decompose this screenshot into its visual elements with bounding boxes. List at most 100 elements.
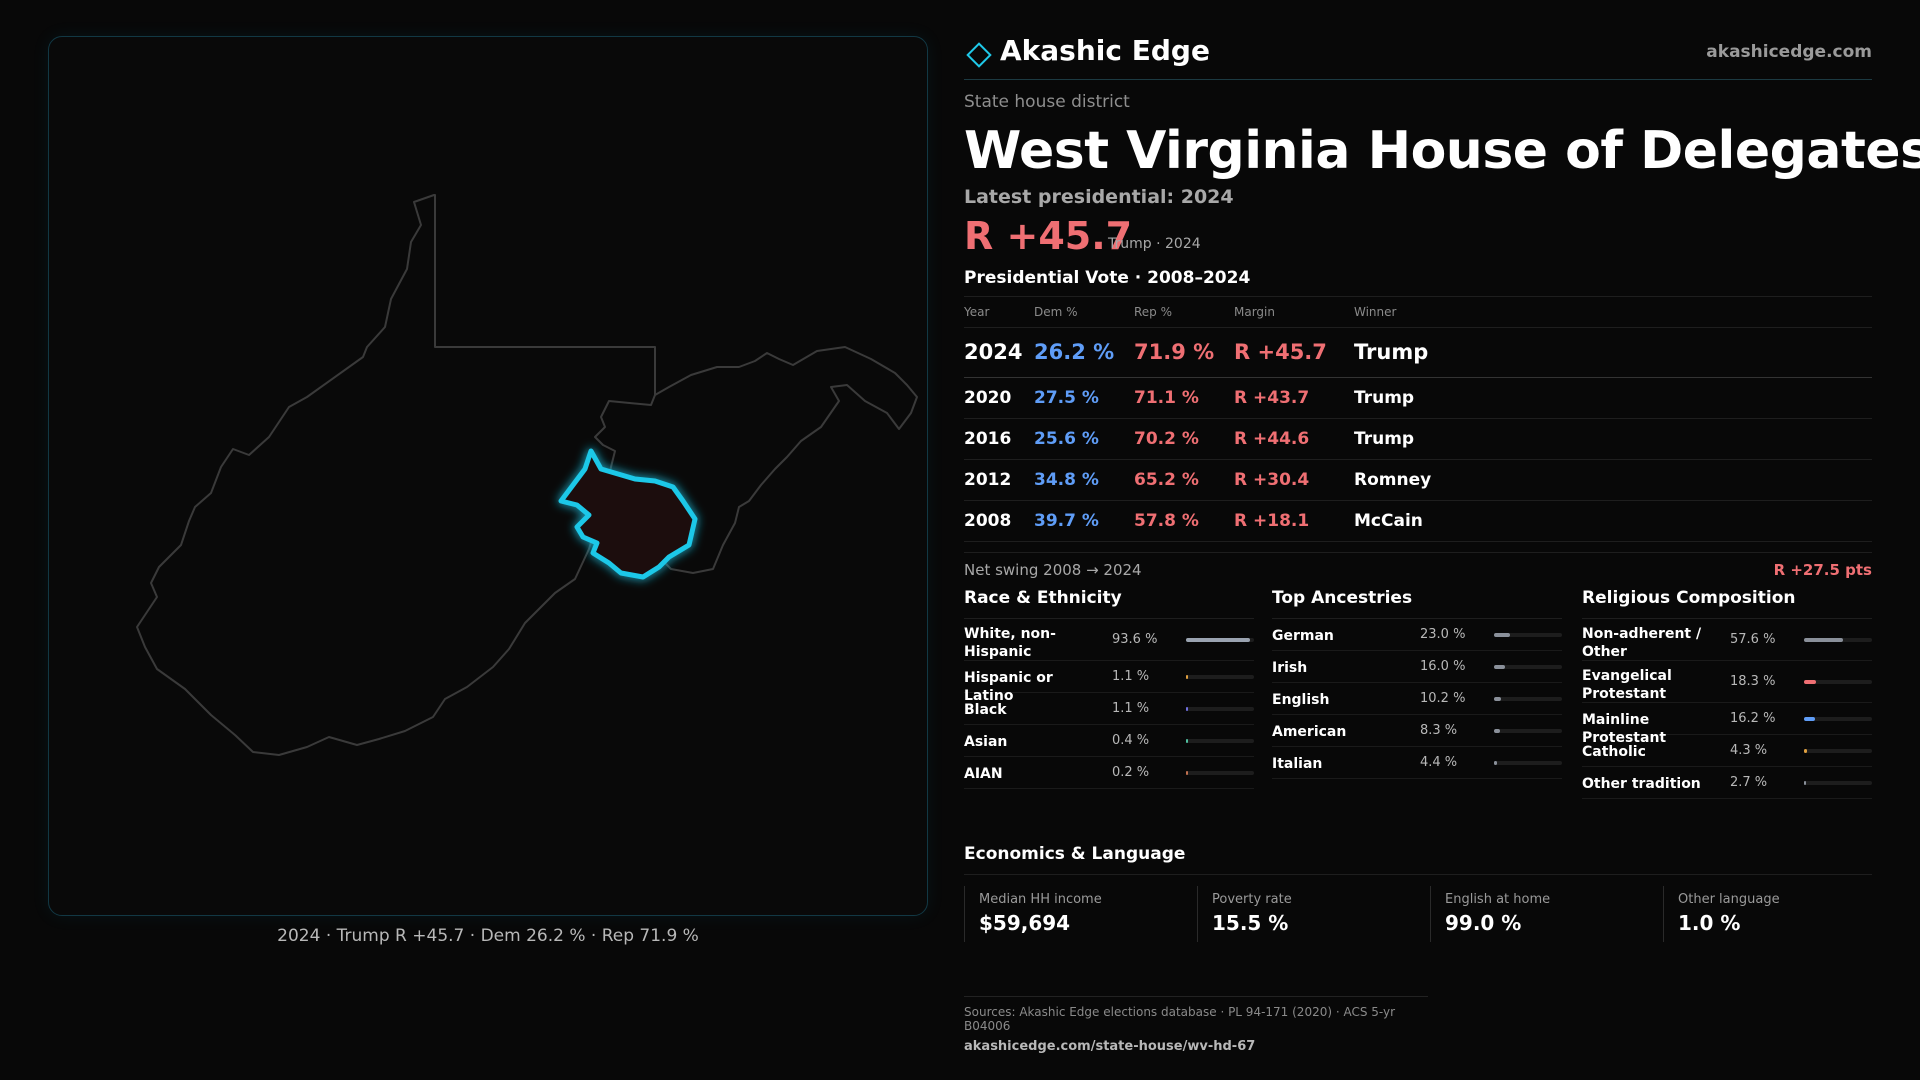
row-rep: 71.9 % bbox=[1134, 327, 1234, 378]
item-bar-track bbox=[1186, 674, 1254, 679]
row-rep: 57.8 % bbox=[1134, 500, 1234, 542]
list-item: Non-adherent / Other 57.6 % bbox=[1582, 619, 1872, 661]
item-label: Italian bbox=[1272, 755, 1323, 772]
source-url-link[interactable]: akashicedge.com/state-house/wv-hd-67 bbox=[964, 1039, 1256, 1054]
item-label: American bbox=[1272, 723, 1347, 740]
econ-value: 1.0 % bbox=[1678, 911, 1741, 935]
econ-value: $59,694 bbox=[979, 911, 1071, 935]
row-winner: McCain bbox=[1354, 500, 1872, 542]
item-bar-track bbox=[1186, 706, 1254, 711]
item-value: 1.1 % bbox=[1112, 700, 1150, 716]
item-label: Other tradition bbox=[1582, 775, 1701, 792]
race-list: White, non-Hispanic 93.6 % Hispanic or Lat… bbox=[964, 619, 1254, 789]
religion-column: Religious Composition Non-adherent / Oth… bbox=[1582, 588, 1872, 799]
page-title: West Virginia House of Delegates Distric… bbox=[964, 121, 1920, 181]
econ-label: Poverty rate bbox=[1212, 892, 1292, 907]
item-bar-fill bbox=[1494, 728, 1500, 733]
item-bar-fill bbox=[1186, 706, 1188, 711]
item-label: Mainline Protestant bbox=[1582, 711, 1667, 746]
item-bar-fill bbox=[1804, 748, 1807, 753]
net-swing-label: Net swing 2008 → 2024 bbox=[964, 560, 1142, 579]
item-bar-track bbox=[1804, 679, 1872, 684]
table-row: 2020 27.5 % 71.1 % R +43.7 Trump bbox=[964, 377, 1872, 419]
net-swing-row: Net swing 2008 → 2024 R +27.5 pts bbox=[964, 551, 1872, 579]
list-item: Mainline Protestant 16.2 % bbox=[1582, 703, 1872, 746]
item-bar-track bbox=[1494, 728, 1562, 733]
item-value: 23.0 % bbox=[1420, 626, 1466, 642]
item-bar-fill bbox=[1186, 637, 1250, 642]
item-value: 8.3 % bbox=[1420, 722, 1458, 738]
item-bar-track bbox=[1804, 748, 1872, 753]
row-year: 2008 bbox=[964, 500, 1034, 542]
row-margin: R +45.7 bbox=[1234, 327, 1354, 378]
district-type: State house district bbox=[964, 92, 1130, 112]
diamond-logo-icon bbox=[966, 42, 992, 68]
table-row: 2016 25.6 % 70.2 % R +44.6 Trump bbox=[964, 418, 1872, 460]
row-winner: Trump bbox=[1354, 418, 1872, 460]
latest-presidential-label: Latest presidential: 2024 bbox=[964, 186, 1234, 208]
district-highlight[interactable] bbox=[558, 448, 698, 580]
row-rep: 70.2 % bbox=[1134, 418, 1234, 460]
item-bar-track bbox=[1804, 637, 1872, 642]
list-item: German 23.0 % bbox=[1272, 619, 1562, 651]
brand-header: Akashic Edge akashicedge.com bbox=[964, 30, 1872, 80]
item-bar-fill bbox=[1494, 632, 1510, 637]
list-item: Evangelical Protestant 18.3 % bbox=[1582, 661, 1872, 703]
list-item: Catholic 4.3 % bbox=[1582, 735, 1872, 767]
item-value: 16.0 % bbox=[1420, 658, 1466, 674]
net-swing-value: R +27.5 pts bbox=[1773, 560, 1872, 579]
list-item: Other tradition 2.7 % bbox=[1582, 767, 1872, 799]
ancestry-column: Top Ancestries German 23.0 % Irish 16.0 % En… bbox=[1272, 588, 1562, 779]
item-bar-fill bbox=[1186, 738, 1188, 743]
ancestry-list: German 23.0 % Irish 16.0 % English 10.2 % Amer… bbox=[1272, 619, 1562, 779]
race-ethnicity-column: Race & Ethnicity White, non-Hispanic 93.6… bbox=[964, 588, 1254, 789]
econ-label: Median HH income bbox=[979, 892, 1102, 907]
item-label: Catholic bbox=[1582, 743, 1646, 760]
econ-label: English at home bbox=[1445, 892, 1551, 907]
header-dem: Dem % bbox=[1034, 297, 1134, 328]
item-bar-fill bbox=[1186, 674, 1188, 679]
item-label: German bbox=[1272, 627, 1334, 644]
item-label: Hispanic or Latino bbox=[964, 669, 1053, 704]
row-margin: R +43.7 bbox=[1234, 377, 1354, 419]
item-value: 57.6 % bbox=[1730, 631, 1776, 647]
header-year: Year bbox=[964, 297, 1034, 328]
state-outline-east bbox=[604, 346, 918, 574]
row-dem: 39.7 % bbox=[1034, 500, 1134, 542]
table-row: 2008 39.7 % 57.8 % R +18.1 McCain bbox=[964, 500, 1872, 542]
district-info-panel: Akashic Edge akashicedge.com State house… bbox=[964, 30, 1920, 828]
row-winner: Romney bbox=[1354, 459, 1872, 501]
state-map[interactable] bbox=[49, 37, 929, 917]
item-label: White, non-Hispanic bbox=[964, 625, 1056, 660]
list-item: AIAN 0.2 % bbox=[964, 757, 1254, 789]
brand-url-link[interactable]: akashicedge.com bbox=[1706, 42, 1872, 62]
item-bar-track bbox=[1186, 770, 1254, 775]
row-year: 2020 bbox=[964, 377, 1034, 419]
header-rep: Rep % bbox=[1134, 297, 1234, 328]
row-dem: 26.2 % bbox=[1034, 327, 1134, 378]
row-margin: R +18.1 bbox=[1234, 500, 1354, 542]
item-value: 0.2 % bbox=[1112, 764, 1150, 780]
item-label: Evangelical Protestant bbox=[1582, 667, 1672, 702]
econ-cell-other-language: Other language 1.0 % bbox=[1663, 886, 1883, 942]
vote-section-title: Presidential Vote · 2008–2024 bbox=[964, 268, 1872, 297]
item-bar-track bbox=[1494, 696, 1562, 701]
religion-list: Non-adherent / Other 57.6 % Evangelical Pr… bbox=[1582, 619, 1872, 799]
item-label: Irish bbox=[1272, 659, 1308, 676]
item-bar-fill bbox=[1804, 679, 1817, 684]
item-label: Asian bbox=[964, 733, 1008, 750]
item-bar-track bbox=[1804, 780, 1872, 785]
item-value: 93.6 % bbox=[1112, 631, 1158, 647]
econ-value: 15.5 % bbox=[1212, 911, 1289, 935]
item-label: AIAN bbox=[964, 765, 1003, 782]
econ-cell-english: English at home 99.0 % bbox=[1430, 886, 1650, 942]
item-bar-fill bbox=[1494, 696, 1501, 701]
row-dem: 25.6 % bbox=[1034, 418, 1134, 460]
list-item: Black 1.1 % bbox=[964, 693, 1254, 725]
state-outline bbox=[136, 194, 656, 756]
religion-title: Religious Composition bbox=[1582, 588, 1872, 619]
item-bar-fill bbox=[1804, 716, 1816, 721]
item-bar-track bbox=[1186, 637, 1254, 642]
headline-margin: R +45.7 bbox=[964, 214, 1133, 258]
map-panel[interactable] bbox=[48, 36, 928, 916]
